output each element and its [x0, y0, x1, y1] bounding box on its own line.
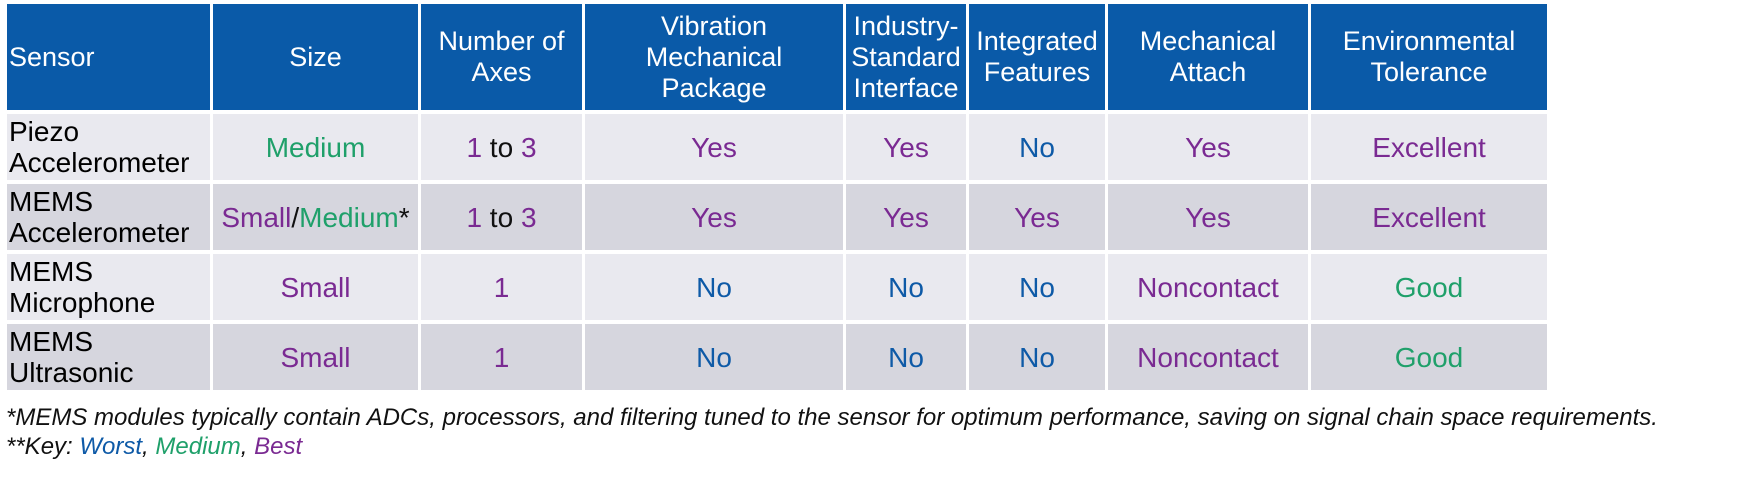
header-size: Size	[213, 4, 418, 114]
header-interface: Industry- Standard Interface	[846, 4, 966, 114]
cell-axes: 1	[421, 254, 582, 324]
cell-axes: 1 to 3	[421, 114, 582, 184]
header-mechanical-attach: Mechanical Attach	[1108, 4, 1308, 114]
cell-environmental-tolerance: Good	[1311, 254, 1547, 324]
cell-mechanical-attach: Yes	[1108, 114, 1308, 184]
cell-size: Small	[213, 254, 418, 324]
cell-interface: Yes	[846, 184, 966, 254]
key-best: Best	[254, 433, 303, 460]
cell-axes: 1	[421, 324, 582, 394]
header-vibration-package: Vibration Mechanical Package	[585, 4, 843, 114]
cell-integrated-features: Yes	[969, 184, 1105, 254]
notes: *MEMS modules typically contain ADCs, pr…	[6, 403, 1726, 461]
sensor-comparison-table: Sensor Size Number of Axes Vibration Mech…	[4, 4, 1550, 394]
key-prefix: **Key:	[6, 433, 80, 460]
cell-size: Medium	[213, 114, 418, 184]
header-row: Sensor Size Number of Axes Vibration Mech…	[7, 4, 1547, 114]
header-environmental-tolerance: Environmental Tolerance	[1311, 4, 1547, 114]
cell-integrated-features: No	[969, 254, 1105, 324]
cell-sensor: MEMS Ultrasonic	[7, 324, 210, 394]
header-number-of-axes: Number of Axes	[421, 4, 582, 114]
cell-axes: 1 to 3	[421, 184, 582, 254]
table-row: MEMS Microphone Small 1 No No No Nonconta…	[7, 254, 1547, 324]
footnote-text: *MEMS modules typically contain ADCs, pr…	[6, 404, 1658, 431]
cell-sensor: MEMS Accelerometer	[7, 184, 210, 254]
cell-interface: No	[846, 324, 966, 394]
key-medium: Medium	[155, 433, 241, 460]
cell-interface: No	[846, 254, 966, 324]
cell-vibration-package: No	[585, 254, 843, 324]
header-sensor: Sensor	[7, 4, 210, 114]
table-row: MEMS Accelerometer Small/Medium* 1 to 3 Y…	[7, 184, 1547, 254]
cell-integrated-features: No	[969, 324, 1105, 394]
color-key: **Key: Worst, Medium, Best	[6, 433, 303, 460]
cell-sensor: MEMS Microphone	[7, 254, 210, 324]
cell-vibration-package: Yes	[585, 114, 843, 184]
cell-environmental-tolerance: Excellent	[1311, 114, 1547, 184]
cell-size: Small	[213, 324, 418, 394]
cell-interface: Yes	[846, 114, 966, 184]
table-row: Piezo Accelerometer Medium 1 to 3 Yes Yes…	[7, 114, 1547, 184]
cell-sensor: Piezo Accelerometer	[7, 114, 210, 184]
key-worst: Worst	[79, 433, 143, 460]
cell-integrated-features: No	[969, 114, 1105, 184]
header-integrated-features: Integrated Features	[969, 4, 1105, 114]
cell-mechanical-attach: Noncontact	[1108, 254, 1308, 324]
cell-size: Small/Medium*	[213, 184, 418, 254]
cell-mechanical-attach: Yes	[1108, 184, 1308, 254]
cell-environmental-tolerance: Good	[1311, 324, 1547, 394]
cell-vibration-package: No	[585, 324, 843, 394]
table-row: MEMS Ultrasonic Small 1 No No No Nonconta…	[7, 324, 1547, 394]
cell-mechanical-attach: Noncontact	[1108, 324, 1308, 394]
cell-vibration-package: Yes	[585, 184, 843, 254]
cell-environmental-tolerance: Excellent	[1311, 184, 1547, 254]
